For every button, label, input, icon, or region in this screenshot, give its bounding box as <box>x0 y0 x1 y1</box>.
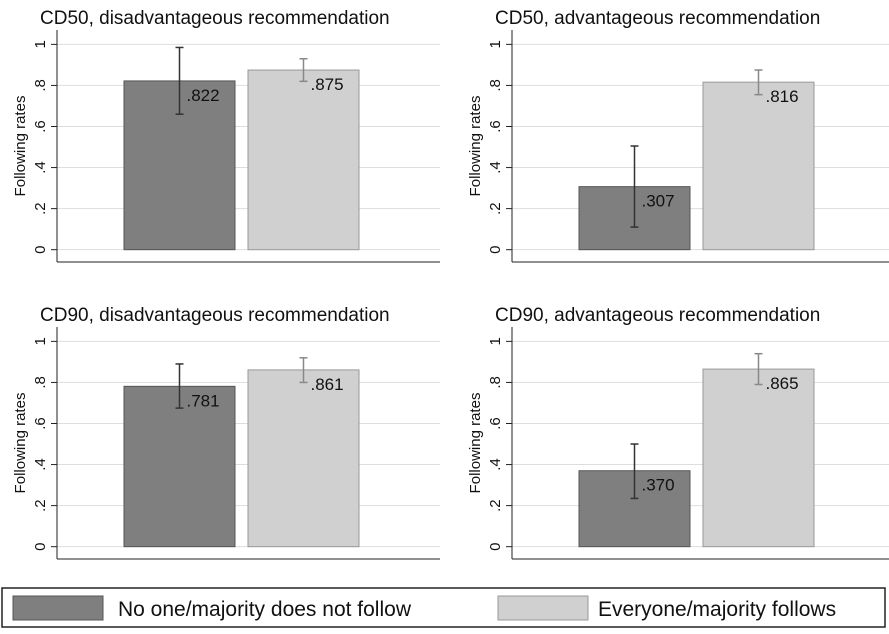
y-tick-label: 0 <box>487 246 504 254</box>
bar <box>247 369 360 548</box>
bar <box>702 368 815 548</box>
y-tick-label: .4 <box>487 458 504 471</box>
y-tick-label: 1 <box>32 337 49 345</box>
value-label: .816 <box>766 87 799 106</box>
y-tick-label: 1 <box>32 40 49 48</box>
value-label: .875 <box>311 75 344 94</box>
y-tick-label: 0 <box>487 543 504 551</box>
legend-box <box>1 587 886 628</box>
panel-title: CD90, disadvantageous recommendation <box>40 305 390 326</box>
panel-title: CD50, disadvantageous recommendation <box>40 8 390 29</box>
panel-title: CD90, advantageous recommendation <box>495 305 820 326</box>
y-tick-label: .4 <box>32 458 49 471</box>
y-tick-label: .8 <box>32 376 49 389</box>
y-tick-label: .2 <box>32 202 49 215</box>
legend-swatch <box>12 595 104 621</box>
y-tick-label: .8 <box>487 376 504 389</box>
bar <box>247 69 360 251</box>
value-label: .781 <box>187 391 220 410</box>
y-tick-label: .8 <box>487 79 504 92</box>
value-label: .865 <box>766 374 799 393</box>
panel-title: CD50, advantageous recommendation <box>495 8 820 29</box>
y-tick-label: .4 <box>32 161 49 174</box>
legend-label: No one/majority does not follow <box>118 598 412 621</box>
y-tick-label: 1 <box>487 337 504 345</box>
y-axis-label: Following rates <box>12 96 29 197</box>
y-axis-label: Following rates <box>467 96 484 197</box>
y-tick-label: .6 <box>487 417 504 430</box>
bar <box>123 385 236 548</box>
legend-label: Everyone/majority follows <box>598 598 836 621</box>
y-tick-label: 1 <box>487 40 504 48</box>
y-tick-label: 0 <box>32 543 49 551</box>
bar <box>702 81 815 251</box>
y-tick-label: .8 <box>32 79 49 92</box>
legend-swatch <box>497 595 589 621</box>
y-tick-label: .6 <box>32 120 49 133</box>
value-label: .861 <box>311 375 344 394</box>
y-tick-label: .6 <box>32 417 49 430</box>
y-tick-label: .2 <box>487 499 504 512</box>
y-axis-label: Following rates <box>12 393 29 494</box>
y-tick-label: .4 <box>487 161 504 174</box>
y-tick-label: .6 <box>487 120 504 133</box>
y-tick-label: .2 <box>32 499 49 512</box>
value-label: .822 <box>187 86 220 105</box>
y-axis-label: Following rates <box>467 393 484 494</box>
y-tick-label: .2 <box>487 202 504 215</box>
value-label: .307 <box>642 192 675 211</box>
y-tick-label: 0 <box>32 246 49 254</box>
value-label: .370 <box>642 476 675 495</box>
